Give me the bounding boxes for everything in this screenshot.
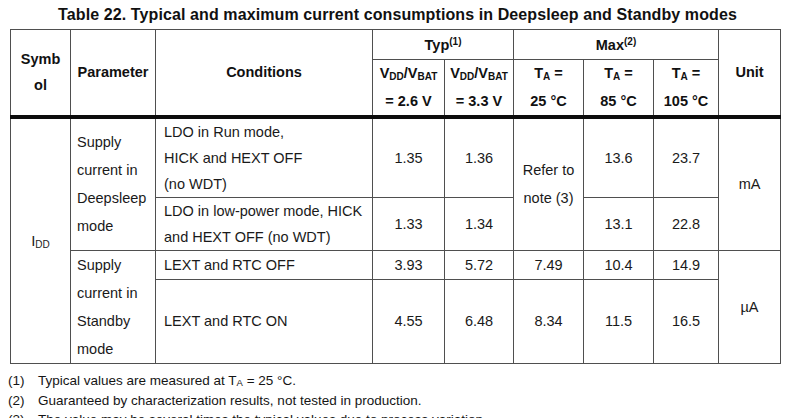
value-cell-max105: 14.9 — [654, 250, 719, 280]
value-cell-max25: 7.49 — [514, 250, 584, 280]
value-cell-max85: 11.5 — [584, 280, 654, 363]
header-max-group: Max(2) — [514, 30, 719, 60]
max-label: Max — [596, 37, 624, 53]
header-vdd-vbat-3v3: VDD/VBAT = 3.3 V — [445, 60, 514, 117]
conditions-cell: LEXT and RTC ON — [156, 280, 373, 363]
header-parameter: Parameter — [71, 30, 156, 117]
header-ta-85: TA = 85 °C — [584, 60, 654, 117]
unit-cell-ma: mA — [719, 117, 781, 251]
parameter-cell-deepsleep: Supplycurrent inDeepsleepmode — [71, 117, 156, 251]
value-cell-max85: 13.1 — [584, 197, 654, 250]
conditions-cell: LDO in Run mode,HICK and HEXT OFF(no WDT… — [156, 117, 373, 198]
value-cell-typ26: 3.93 — [373, 250, 445, 280]
footnote-2: (2) Guaranteed by characterization resul… — [8, 391, 795, 410]
value-cell-typ33: 6.48 — [445, 280, 514, 363]
value-cell-max85: 13.6 — [584, 117, 654, 198]
footnotes: (1) Typical values are measured at TA = … — [8, 371, 795, 418]
ta-label: TA = — [654, 60, 718, 88]
vdd-vbat-label: VDD/VBAT — [373, 60, 444, 88]
temp-value: 85 °C — [584, 88, 653, 114]
header-vdd-vbat-2v6: VDD/VBAT = 2.6 V — [373, 60, 445, 117]
value-cell-typ33: 5.72 — [445, 250, 514, 280]
value-cell-typ33: 1.34 — [445, 197, 514, 250]
symbol-cell-idd: IDD — [11, 117, 71, 364]
value-cell-typ26: 1.33 — [373, 197, 445, 250]
header-symbol: Symbol — [11, 30, 71, 117]
footnote-number: (1) — [8, 371, 38, 391]
voltage-value: = 2.6 V — [373, 88, 444, 114]
value-cell-max105: 23.7 — [654, 117, 719, 198]
value-cell-max105: 16.5 — [654, 280, 719, 363]
refer-note-cell: Refer to note (3) — [514, 117, 584, 251]
table-title: Table 22. Typical and maximum current co… — [0, 6, 795, 24]
typ-label: Typ — [425, 37, 450, 53]
footnote-text: Typical values are measured at TA = 25 °… — [38, 371, 296, 391]
ta-label: TA = — [584, 60, 653, 88]
footnote-text: Guaranteed by characterization results, … — [38, 391, 421, 410]
ta-label: TA = — [514, 60, 583, 88]
datasheet-page: Table 22. Typical and maximum current co… — [0, 0, 795, 418]
footnote-1: (1) Typical values are measured at TA = … — [8, 371, 795, 391]
header-typ-group: Typ(1) — [373, 30, 514, 60]
vdd-vbat-label: VDD/VBAT — [445, 60, 513, 88]
header-conditions: Conditions — [156, 30, 373, 117]
typ-footnote-ref: (1) — [449, 36, 461, 47]
value-cell-typ33: 1.36 — [445, 117, 514, 198]
value-cell-max85: 10.4 — [584, 250, 654, 280]
parameter-cell-standby: Supplycurrent inStandbymode — [71, 250, 156, 363]
header-unit: Unit — [719, 30, 781, 117]
temp-value: 25 °C — [514, 88, 583, 114]
footnote-number: (2) — [8, 391, 38, 410]
footnote-3: (3) The value may be several times the t… — [8, 410, 795, 418]
footnote-text: The value may be several times the typic… — [38, 410, 487, 418]
header-ta-105: TA = 105 °C — [654, 60, 719, 117]
value-cell-typ26: 4.55 — [373, 280, 445, 363]
conditions-cell: LEXT and RTC OFF — [156, 250, 373, 280]
value-cell-typ26: 1.35 — [373, 117, 445, 198]
value-cell-max25: 8.34 — [514, 280, 584, 363]
unit-cell-ua: µA — [719, 250, 781, 363]
footnote-number: (3) — [8, 410, 38, 418]
current-consumption-table: Symbol Parameter Conditions Typ(1) Max(2… — [10, 29, 781, 364]
max-footnote-ref: (2) — [624, 36, 636, 47]
header-ta-25: TA = 25 °C — [514, 60, 584, 117]
temp-value: 105 °C — [654, 88, 718, 114]
conditions-cell: LDO in low-power mode, HICKand HEXT OFF … — [156, 197, 373, 250]
voltage-value: = 3.3 V — [445, 88, 513, 114]
value-cell-max105: 22.8 — [654, 197, 719, 250]
